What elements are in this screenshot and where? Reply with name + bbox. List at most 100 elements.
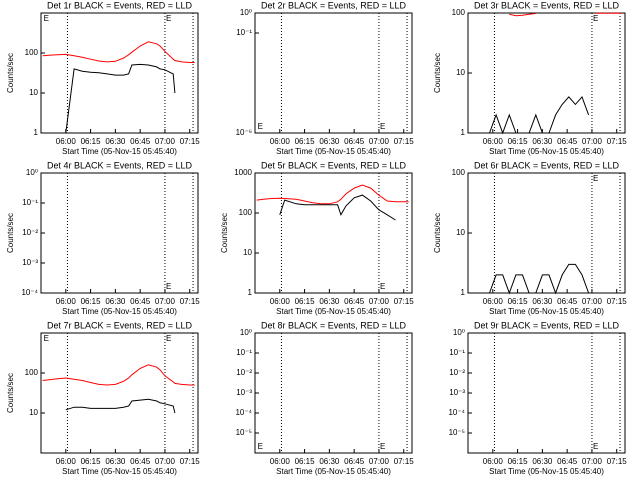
y-tick-label: 100	[452, 168, 466, 177]
x-tick-label: 07:15	[607, 457, 628, 466]
annotation: E	[44, 14, 49, 23]
y-tick-label: 1	[248, 288, 253, 297]
y-axis-label: Counts/sec	[220, 213, 229, 253]
x-tick-label: 06:15	[81, 457, 102, 466]
y-tick-label: 10⁻¹	[236, 348, 252, 357]
x-axis-label: Start Time (05-Nov-15 05:45:40)	[62, 147, 177, 156]
y-tick-label: 10⁻²	[22, 228, 38, 237]
y-tick-label: 100	[239, 208, 253, 217]
y-tick-label: 10⁻⁵	[236, 428, 252, 437]
panel: Det 1r BLACK = Events, RED = LLD Counts/s…	[6, 0, 200, 156]
y-tick-label: 10⁻⁶	[236, 128, 252, 137]
x-tick-label: 07:00	[369, 457, 390, 466]
x-tick-label: 07:15	[394, 297, 415, 306]
y-tick-label: 10⁻⁴	[235, 408, 252, 417]
y-tick-label: 10	[456, 68, 465, 77]
panel-title: Det 8r BLACK = Events, RED = LLD	[261, 320, 407, 330]
y-axis-label: Counts/sec	[6, 53, 15, 93]
series-line	[256, 184, 409, 205]
x-tick-label: 07:00	[369, 297, 390, 306]
y-axis-label: Counts/sec	[6, 373, 15, 413]
x-tick-label: 07:00	[582, 137, 603, 146]
y-tick-label: 10⁰	[26, 168, 38, 177]
panel: Det 3r BLACK = Events, RED = LLD Counts/s…	[433, 0, 627, 156]
y-tick-label: 1000	[234, 168, 252, 177]
x-tick-label: 06:30	[532, 137, 553, 146]
x-tick-label: 06:45	[344, 457, 365, 466]
plot-frame	[40, 172, 199, 294]
panel-title: Det 5r BLACK = Events, RED = LLD	[261, 160, 407, 170]
x-tick-label: 06:45	[557, 297, 578, 306]
panel: Det 4r BLACK = Events, RED = LLD Counts/s…	[6, 160, 200, 316]
x-tick-label: 07:15	[180, 297, 201, 306]
x-tick-label: 07:00	[155, 137, 176, 146]
x-tick-label: 07:00	[155, 457, 176, 466]
x-tick-label: 06:15	[295, 137, 316, 146]
x-tick-label: 06:15	[508, 137, 529, 146]
annotation: E	[166, 14, 171, 23]
plot-frame	[254, 172, 413, 294]
y-tick-label: 10⁰	[240, 8, 252, 17]
x-tick-label: 06:15	[295, 457, 316, 466]
panel-title: Det 1r BLACK = Events, RED = LLD	[47, 0, 193, 10]
y-tick-label: 10	[29, 88, 38, 97]
x-tick-label: 07:15	[180, 137, 201, 146]
panel: Det 7r BLACK = Events, RED = LLD Counts/s…	[6, 320, 200, 476]
panel: Det 8r BLACK = Events, RED = LLD Start Ti…	[235, 320, 414, 476]
y-tick-label: 10⁻²	[449, 368, 465, 377]
x-tick-label: 06:00	[270, 137, 291, 146]
x-tick-label: 07:15	[394, 457, 415, 466]
y-tick-label: 10	[243, 248, 252, 257]
annotation: E	[166, 282, 171, 291]
y-tick-label: 10⁻³	[22, 258, 38, 267]
y-tick-label: 100	[25, 368, 39, 377]
y-tick-label: 10⁻¹	[22, 198, 38, 207]
x-tick-label: 06:30	[532, 297, 553, 306]
y-axis-label: Counts/sec	[433, 53, 442, 93]
plot-frame	[40, 12, 199, 134]
plot-frame	[40, 332, 199, 454]
series-line	[509, 12, 622, 17]
x-tick-label: 06:00	[56, 137, 77, 146]
plot-frame	[254, 12, 413, 134]
y-tick-label: 10⁻¹	[449, 348, 465, 357]
y-tick-label: 10	[456, 228, 465, 237]
y-tick-label: 1	[461, 288, 466, 297]
x-tick-label: 06:30	[105, 297, 126, 306]
x-axis-label: Start Time (05-Nov-15 05:45:40)	[276, 307, 391, 316]
y-tick-label: 100	[25, 48, 39, 57]
y-tick-label: 10⁻⁴	[21, 288, 38, 297]
x-tick-label: 06:45	[557, 137, 578, 146]
y-tick-label: 10⁻⁴	[448, 408, 465, 417]
x-tick-label: 07:00	[582, 457, 603, 466]
panel: Det 6r BLACK = Events, RED = LLD Counts/s…	[433, 160, 627, 316]
x-tick-label: 06:30	[319, 457, 340, 466]
x-axis-label: Start Time (05-Nov-15 05:45:40)	[62, 307, 177, 316]
x-tick-label: 06:30	[319, 137, 340, 146]
x-tick-label: 06:45	[344, 297, 365, 306]
y-tick-label: 1	[461, 128, 466, 137]
series-line	[42, 41, 195, 63]
plot-frame	[467, 332, 626, 454]
annotation: E	[44, 334, 49, 343]
y-tick-label: 10⁻³	[449, 388, 465, 397]
x-tick-label: 06:00	[270, 297, 291, 306]
x-tick-label: 06:45	[557, 457, 578, 466]
x-tick-label: 07:15	[607, 297, 628, 306]
annotation: E	[258, 442, 263, 451]
x-tick-label: 06:30	[319, 297, 340, 306]
x-tick-label: 07:00	[582, 297, 603, 306]
x-tick-label: 07:00	[155, 297, 176, 306]
x-tick-label: 06:45	[130, 137, 151, 146]
panel-title: Det 4r BLACK = Events, RED = LLD	[47, 160, 193, 170]
y-tick-label: 10⁻³	[236, 388, 252, 397]
x-tick-label: 06:00	[56, 297, 77, 306]
x-tick-label: 07:15	[394, 137, 415, 146]
x-tick-label: 06:00	[270, 457, 291, 466]
x-tick-label: 06:30	[105, 137, 126, 146]
series-line	[489, 263, 590, 295]
y-axis-label: Counts/sec	[6, 213, 15, 253]
x-tick-label: 06:45	[130, 457, 151, 466]
x-tick-label: 06:00	[483, 297, 504, 306]
